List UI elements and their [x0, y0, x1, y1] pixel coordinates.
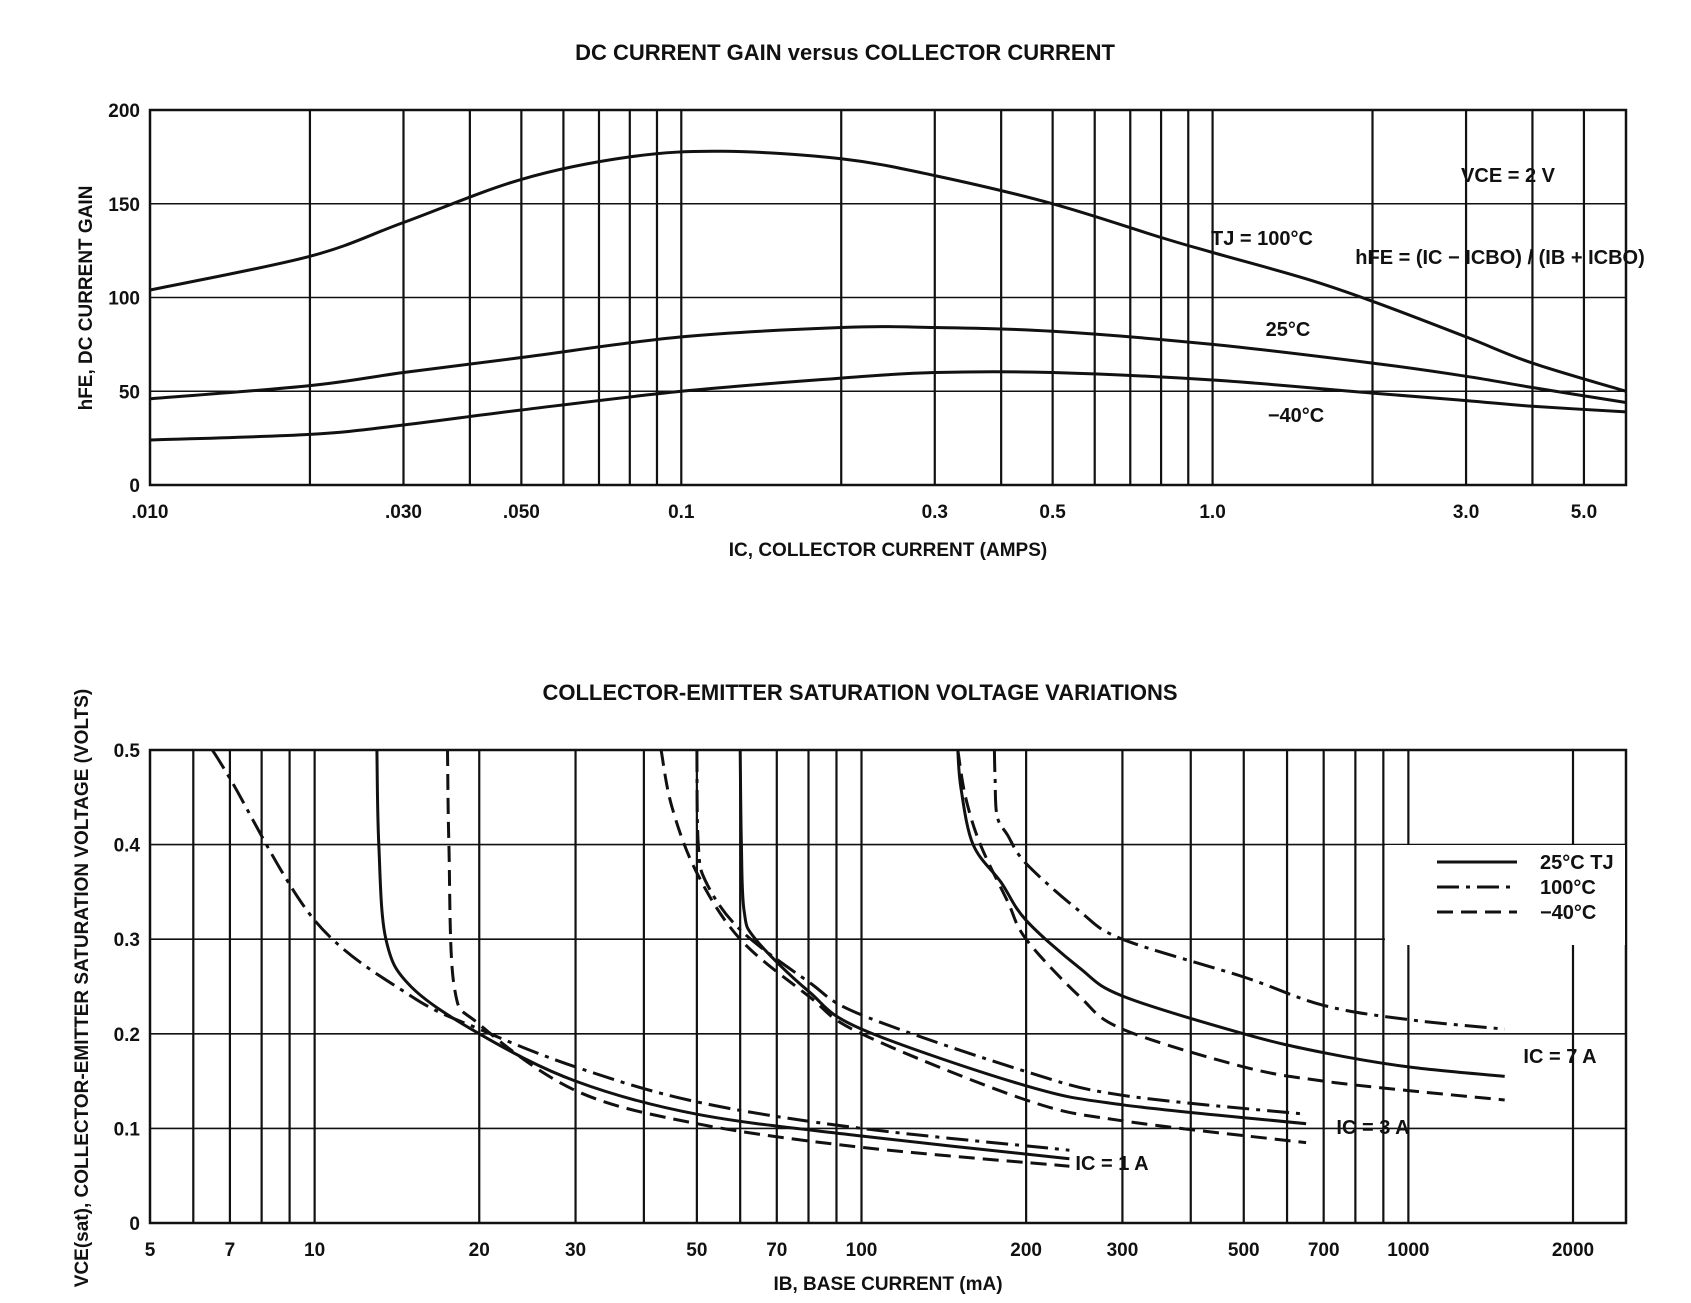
- x-tick-label: 0.3: [922, 502, 948, 523]
- chart-title: DC CURRENT GAIN versus COLLECTOR CURRENT: [575, 40, 1115, 65]
- y-tick-labels: 0 50 100 150 200: [108, 101, 140, 497]
- x-tick-label: 70: [766, 1240, 787, 1261]
- plot-frame: [148, 108, 1628, 487]
- annotation-ic-7a: IC = 7 A: [1523, 1046, 1596, 1068]
- y-tick-label: 0.5: [114, 741, 141, 762]
- legend-label: −40°C: [1540, 902, 1596, 924]
- x-tick-label: .030: [385, 502, 422, 523]
- series-line-1: [149, 149, 1627, 393]
- x-tick-label: 7: [225, 1240, 236, 1261]
- x-tick-label: 3.0: [1453, 502, 1479, 523]
- x-tick-labels: 5 7 10 20 30 50 70 100 200 300 500 700 1000 2000: [145, 1240, 1594, 1261]
- series-line-4: [738, 749, 1307, 1126]
- x-tick-label: 500: [1228, 1240, 1260, 1261]
- x-tick-label: 20: [469, 1240, 490, 1261]
- plot-frame: [148, 748, 1628, 1225]
- legend-label: 100°C: [1540, 877, 1596, 899]
- y-tick-label: 0: [129, 476, 140, 497]
- series-line-5: [695, 749, 1307, 1116]
- annotation-minus40c: −40°C: [1268, 405, 1324, 427]
- series-line-9: [956, 749, 1505, 1102]
- x-tick-label: 0.1: [668, 502, 695, 523]
- y-tick-label: 0.4: [114, 836, 141, 857]
- annotation-ic-1a: IC = 1 A: [1075, 1153, 1148, 1175]
- annotation-ic-3a: IC = 3 A: [1336, 1117, 1409, 1139]
- series-line-6: [659, 749, 1307, 1145]
- annotation-tj-100: TJ = 100°C: [1211, 228, 1313, 250]
- series-curves: [211, 749, 1505, 1168]
- x-tick-label: .050: [503, 502, 540, 523]
- series-line-2: [149, 325, 1627, 404]
- series-line-3: [446, 749, 1070, 1168]
- series-line-8: [992, 749, 1505, 1031]
- x-tick-label: 700: [1308, 1240, 1340, 1261]
- y-tick-label: 200: [108, 101, 140, 122]
- x-tick-label: 5: [145, 1240, 156, 1261]
- x-axis-label: IC, COLLECTOR CURRENT (AMPS): [729, 540, 1047, 561]
- y-tick-label: 50: [119, 382, 140, 403]
- y-tick-label: 0.2: [114, 1025, 140, 1046]
- x-tick-label: 1.0: [1199, 502, 1225, 523]
- y-tick-label: 0.1: [114, 1119, 141, 1140]
- series-line-2: [211, 749, 1070, 1152]
- y-axis-label: VCE(sat), COLLECTOR-EMITTER SATURATION V…: [72, 689, 93, 1287]
- legend: 25°C TJ 100°C −40°C: [1437, 852, 1614, 924]
- annotation-hfe-formula: hFE = (IC − ICBO) / (IB + ICBO): [1355, 247, 1644, 269]
- x-tick-labels: .010 .030 .050 0.1 0.3 0.5 1.0 3.0 5.0: [132, 502, 1598, 523]
- x-axis-label: IB, BASE CURRENT (mA): [773, 1274, 1002, 1295]
- x-tick-label: 100: [846, 1240, 878, 1261]
- x-tick-label: 0.5: [1039, 502, 1066, 523]
- grid: [150, 749, 1626, 1224]
- y-axis-label: hFE, DC CURRENT GAIN: [76, 186, 97, 411]
- y-tick-labels: 0 0.1 0.2 0.3 0.4 0.5: [114, 741, 141, 1235]
- x-tick-label: 2000: [1552, 1240, 1594, 1261]
- x-tick-label: 200: [1010, 1240, 1042, 1261]
- x-tick-label: .010: [132, 502, 169, 523]
- chart-title: COLLECTOR-EMITTER SATURATION VOLTAGE VAR…: [542, 680, 1177, 705]
- x-tick-label: 300: [1107, 1240, 1139, 1261]
- x-tick-label: 50: [686, 1240, 707, 1261]
- legend-label: 25°C TJ: [1540, 852, 1614, 874]
- series-line-3: [149, 370, 1627, 442]
- series-curves: [149, 149, 1627, 442]
- saturation-voltage-chart: COLLECTOR-EMITTER SATURATION VOLTAGE VAR…: [72, 680, 1628, 1295]
- x-tick-label: 10: [304, 1240, 325, 1261]
- y-tick-label: 100: [108, 289, 140, 310]
- x-tick-label: 30: [565, 1240, 586, 1261]
- series-line-7: [956, 749, 1505, 1078]
- y-tick-label: 0: [129, 1214, 140, 1235]
- x-tick-label: 5.0: [1571, 502, 1597, 523]
- annotation-vce: VCE = 2 V: [1461, 165, 1556, 187]
- y-tick-label: 0.3: [114, 930, 140, 951]
- annotation-25c: 25°C: [1266, 319, 1311, 341]
- dc-current-gain-chart: DC CURRENT GAIN versus COLLECTOR CURRENT…: [76, 40, 1645, 561]
- y-tick-label: 150: [108, 195, 140, 216]
- x-tick-label: 1000: [1387, 1240, 1429, 1261]
